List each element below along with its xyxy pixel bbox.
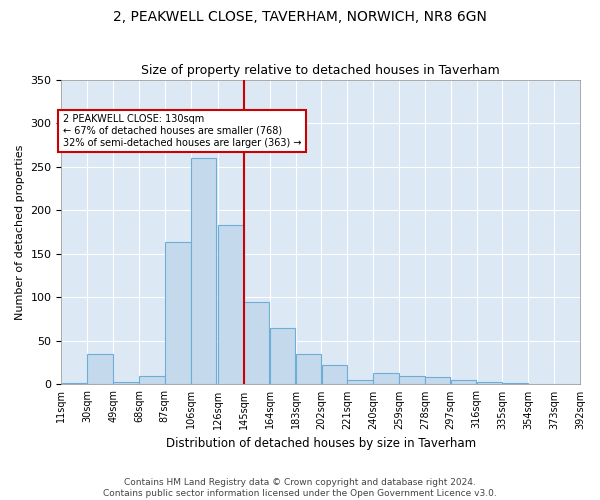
Bar [218,225,244,384]
Bar [451,380,476,384]
Bar [296,354,321,384]
Bar [270,328,295,384]
X-axis label: Distribution of detached houses by size in Taverham: Distribution of detached houses by size … [166,437,476,450]
Bar [373,373,399,384]
Bar [503,382,528,384]
Text: Contains HM Land Registry data © Crown copyright and database right 2024.
Contai: Contains HM Land Registry data © Crown c… [103,478,497,498]
Bar [322,366,347,384]
Bar [425,378,451,384]
Text: 2, PEAKWELL CLOSE, TAVERHAM, NORWICH, NR8 6GN: 2, PEAKWELL CLOSE, TAVERHAM, NORWICH, NR… [113,10,487,24]
Y-axis label: Number of detached properties: Number of detached properties [15,144,25,320]
Bar [399,376,425,384]
Bar [139,376,164,384]
Bar [477,382,502,384]
Bar [347,380,373,384]
Bar [191,158,217,384]
Bar [88,354,113,384]
Text: 2 PEAKWELL CLOSE: 130sqm
← 67% of detached houses are smaller (768)
32% of semi-: 2 PEAKWELL CLOSE: 130sqm ← 67% of detach… [63,114,301,148]
Bar [165,242,191,384]
Bar [62,382,87,384]
Bar [113,382,139,384]
Bar [244,302,269,384]
Title: Size of property relative to detached houses in Taverham: Size of property relative to detached ho… [142,64,500,77]
